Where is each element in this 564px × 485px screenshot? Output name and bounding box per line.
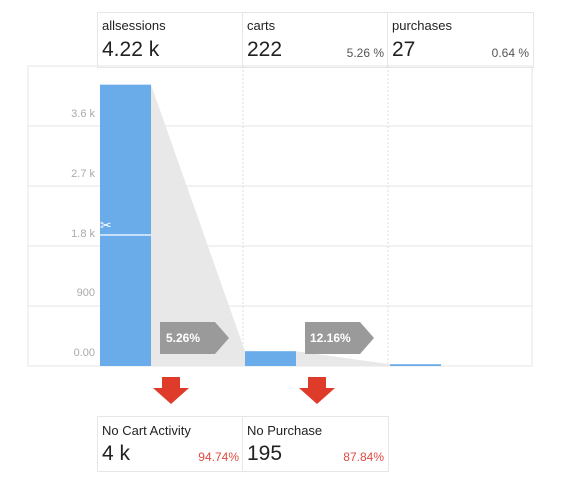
bar-allsessions xyxy=(100,84,151,367)
dropoff-label: No Purchase xyxy=(247,423,323,438)
stage-label: carts xyxy=(247,18,276,33)
y-tick-label: 0.00 xyxy=(73,347,95,359)
bar-purchases xyxy=(390,364,441,366)
stage-conversion: 5.26 % xyxy=(346,46,384,60)
y-tick-label: 1.8 k xyxy=(71,228,95,240)
dropoff-value: 195 xyxy=(247,442,283,465)
dropoff-pct: 94.74% xyxy=(198,450,239,464)
funnel-wedge xyxy=(296,351,390,366)
stage-header-allsessions: allsessions 4.22 k xyxy=(97,12,244,68)
conversion-arrow-label: 5.26% xyxy=(166,331,200,345)
dropoff-value: 4 k xyxy=(102,442,131,465)
y-tick-label: 2.7 k xyxy=(71,168,95,180)
stage-header-purchases: purchases 27 0.64 % xyxy=(387,12,534,68)
dropoff-box-no-purchase: No Purchase 195 87.84% xyxy=(242,416,389,472)
stage-label: allsessions xyxy=(102,18,166,33)
stage-label: purchases xyxy=(392,18,452,33)
down-arrow-icon xyxy=(299,377,335,404)
conversion-arrow: 12.16% xyxy=(305,322,374,354)
funnel-wedge xyxy=(151,84,245,367)
scissors-icon: ✂ xyxy=(100,217,112,233)
down-arrow-icon xyxy=(153,377,189,404)
stage-value: 27 xyxy=(392,38,416,61)
y-tick-label: 900 xyxy=(76,287,95,299)
stage-value: 4.22 k xyxy=(102,38,160,61)
bar-carts xyxy=(245,351,296,366)
svg-text:✂: ✂ xyxy=(100,217,112,233)
stage-conversion: 0.64 % xyxy=(491,46,529,60)
dropoff-box-no-cart: No Cart Activity 4 k 94.74% xyxy=(97,416,244,472)
stage-value: 222 xyxy=(247,38,283,61)
conversion-arrow: 5.26% xyxy=(160,322,229,354)
y-tick-label: 3.6 k xyxy=(71,108,95,120)
dropoff-label: No Cart Activity xyxy=(102,423,191,438)
dropoff-pct: 87.84% xyxy=(343,450,384,464)
conversion-arrow-label: 12.16% xyxy=(310,331,351,345)
